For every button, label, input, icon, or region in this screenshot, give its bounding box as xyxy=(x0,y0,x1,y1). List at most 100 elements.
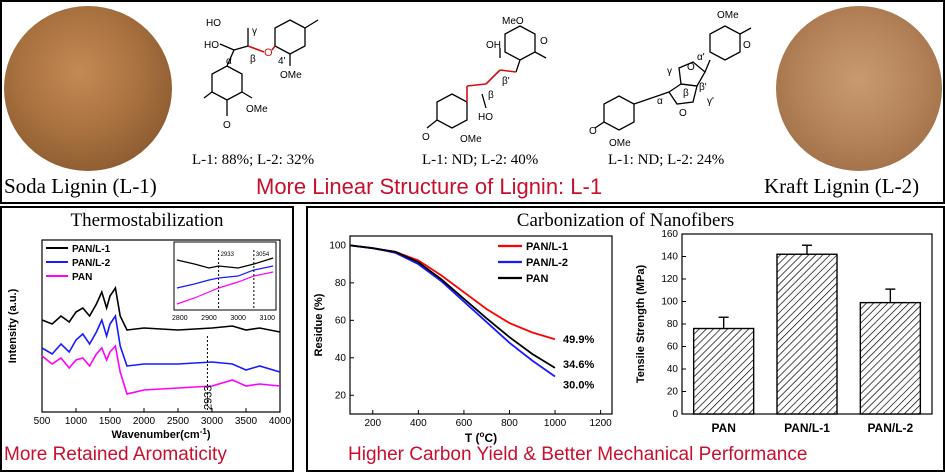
end-value-label: 34.6% xyxy=(563,359,594,371)
atom-label: α xyxy=(657,96,663,107)
atom-label: HO xyxy=(478,112,493,123)
inset-tick-label: 2800 xyxy=(172,315,188,322)
atom-label: γ xyxy=(667,66,672,77)
inset-label: 3054 xyxy=(256,252,270,258)
x-tick-label: 800 xyxy=(501,418,518,429)
kraft-lignin-photo xyxy=(776,6,942,171)
atom-label: OMe xyxy=(280,70,302,81)
inset-label: 2933 xyxy=(221,252,235,258)
thermostabilization-panel: Thermostabilization 500 1000 1500 2000 2500 3… xyxy=(0,206,294,472)
inset-tick-label: 3100 xyxy=(259,315,275,322)
x-tick-label: 4000 xyxy=(269,416,292,427)
ratio-beta-beta: L-1: ND; L-2: 40% xyxy=(422,152,539,168)
x-axis-label-sup: -1 xyxy=(200,427,208,436)
y-tick-label: 160 xyxy=(661,229,678,240)
x-tick-label: 1200 xyxy=(589,418,612,429)
ratio-beta-o-4: L-1: 88%; L-2: 32% xyxy=(192,152,315,168)
x-tick-label: 2500 xyxy=(167,416,190,427)
x-tick-label: 600 xyxy=(456,418,473,429)
y-axis-label: Tensile Strength (MPa) xyxy=(635,264,647,383)
category-label: PAN xyxy=(711,421,735,435)
series-line xyxy=(41,285,281,333)
panel-title: Carbonization of Nanofibers xyxy=(516,210,735,231)
y-tick-label: 80 xyxy=(335,278,347,289)
y-tick-label: 140 xyxy=(661,252,678,263)
ratio-beta-5: L-1: ND; L-2: 24% xyxy=(608,152,725,168)
plot-frame xyxy=(41,239,281,413)
y-tick-label: 20 xyxy=(667,387,679,398)
atom-label: γ xyxy=(252,26,257,37)
atom-label: β xyxy=(250,54,256,65)
marker-label: 2933 xyxy=(202,386,214,410)
y-tick-label: 80 xyxy=(667,319,679,330)
x-tick-label: 3500 xyxy=(235,416,258,427)
tensile-chart: 0 20 40 60 80 100 120 140 160 Tensile Strength (M… xyxy=(635,229,933,435)
atom-label: OMe xyxy=(246,104,268,115)
y-axis-label: Residue (%) xyxy=(313,293,325,356)
atom-label: α' xyxy=(697,52,705,63)
atom-label: β xyxy=(488,90,494,101)
atom-label: O xyxy=(223,120,231,131)
tga-chart: 200 400 600 800 1000 1200 20 40 60 80 100 T (oC) Res… xyxy=(313,235,613,445)
headline: More Linear Structure of Lignin: L-1 xyxy=(256,174,603,199)
x-axis-label: Wavenumber(cm-1) xyxy=(111,427,210,441)
atom-label: OMe xyxy=(717,10,739,21)
y-tick-label: 100 xyxy=(329,240,346,251)
panel-title: Thermostabilization xyxy=(70,210,224,231)
structure-beta-beta: MeO OH β' β HO OMe O O xyxy=(422,16,548,145)
top-panel: Soda Lignin (L-1) Kraft Lignin (L-2) Mor… xyxy=(0,0,945,204)
x-axis-label-sup: o xyxy=(480,430,485,439)
structure-beta-5: OMe α' β' γ' γ β α OMe O O O O xyxy=(589,10,752,149)
legend-label: PAN/L-1 xyxy=(526,241,568,253)
structure-beta-o-4: HO HO γ β α O 4' OMe OMe O xyxy=(203,18,319,131)
atom-label: γ' xyxy=(707,96,714,107)
x-tick-label: 2000 xyxy=(133,416,156,427)
atom-label: α xyxy=(226,56,232,67)
atom-label: OMe xyxy=(460,134,482,145)
plot-frame xyxy=(349,235,613,415)
y-tick-label: 60 xyxy=(667,342,679,353)
atom-label: O xyxy=(540,36,548,47)
y-tick-label: 60 xyxy=(335,315,347,326)
atom-label: OH xyxy=(486,40,501,51)
y-tick-label: 40 xyxy=(335,353,347,364)
x-tick-label: 1000 xyxy=(65,416,88,427)
panel-caption: Higher Carbon Yield & Better Mechanical … xyxy=(348,444,808,465)
atom-label: MeO xyxy=(502,16,524,27)
atom-label: OMe xyxy=(609,138,631,149)
y-tick-label: 100 xyxy=(661,297,678,308)
y-tick-label: 40 xyxy=(667,364,679,375)
legend-label: PAN/L-1 xyxy=(72,244,111,255)
atom-label: O xyxy=(422,132,430,143)
x-tick-label: 200 xyxy=(364,418,381,429)
atom-label: O xyxy=(589,126,597,137)
series-line xyxy=(41,313,281,373)
y-axis-label: Intensity (a.u.) xyxy=(7,288,19,363)
atom-label: 4' xyxy=(278,56,286,67)
atom-label: HO xyxy=(206,18,221,29)
y-tick-label: 0 xyxy=(672,409,678,420)
series-line xyxy=(41,344,281,395)
kraft-lignin-label: Kraft Lignin (L-2) xyxy=(764,174,920,198)
bar xyxy=(692,327,755,415)
x-axis-label: T (oC) xyxy=(465,430,497,445)
y-tick-label: 20 xyxy=(335,390,347,401)
soda-lignin-photo xyxy=(4,6,172,171)
carbonization-panel: Carbonization of Nanofibers 200 400 600 800… xyxy=(306,206,945,472)
atom-label: β xyxy=(683,88,689,99)
x-tick-label: 3000 xyxy=(201,416,224,427)
bar xyxy=(859,301,922,415)
atom-label: β' xyxy=(699,82,707,93)
end-value-label: 30.0% xyxy=(563,380,594,392)
x-axis-label-close: ) xyxy=(207,429,211,441)
atom-label: O xyxy=(264,47,273,59)
legend-label: PAN xyxy=(526,273,548,285)
series-line xyxy=(349,244,556,378)
inset-tick-label: 2900 xyxy=(201,315,217,322)
atom-label: β' xyxy=(502,76,510,87)
atom-label: O xyxy=(679,108,687,119)
bar xyxy=(776,253,838,415)
legend-label: PAN/L-2 xyxy=(526,257,568,269)
panel-caption: More Retained Aromaticity xyxy=(4,444,227,465)
legend-label: PAN xyxy=(72,272,92,283)
